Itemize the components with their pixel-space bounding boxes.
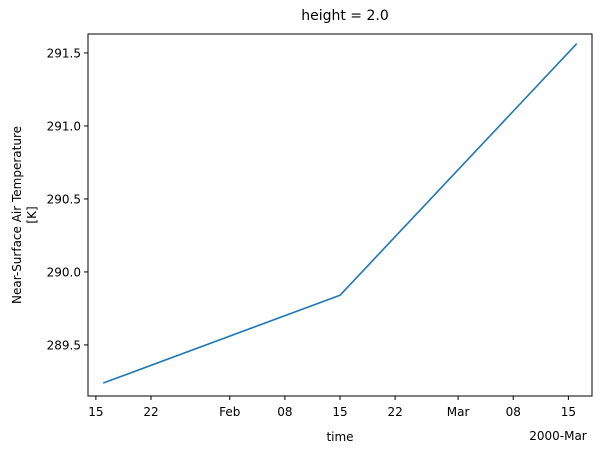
y-axis-label-line1: Near-Surface Air Temperature (10, 126, 24, 304)
chart-title: height = 2.0 (301, 8, 389, 24)
x-tick-label: 08 (506, 405, 521, 419)
x-tick-label: Mar (447, 405, 470, 419)
x-tick-label: Feb (219, 405, 240, 419)
y-tick-label: 290.0 (47, 265, 81, 279)
x-axis: 15 22 Feb 08 15 22 Mar 08 15 (88, 396, 576, 419)
x-tick-label: 15 (332, 405, 347, 419)
x-tick-label: 22 (387, 405, 402, 419)
x-tick-label: 15 (561, 405, 576, 419)
y-tick-label: 289.5 (47, 338, 81, 352)
y-axis: 289.5 290.0 290.5 291.0 291.5 (47, 46, 88, 352)
y-tick-label: 291.5 (47, 46, 81, 60)
x-offset-label: 2000-Mar (529, 429, 587, 443)
plot-frame (87, 33, 593, 397)
x-tick-label: 15 (88, 405, 103, 419)
series-line (102, 43, 578, 384)
x-tick-label: 22 (143, 405, 158, 419)
x-axis-label: time (326, 430, 353, 444)
series-group (102, 43, 578, 384)
y-tick-label: 290.5 (47, 192, 81, 206)
plot-area (87, 33, 593, 397)
y-axis-label-line2: [K] (25, 206, 39, 223)
y-tick-label: 291.0 (47, 119, 81, 133)
x-tick-label: 08 (277, 405, 292, 419)
